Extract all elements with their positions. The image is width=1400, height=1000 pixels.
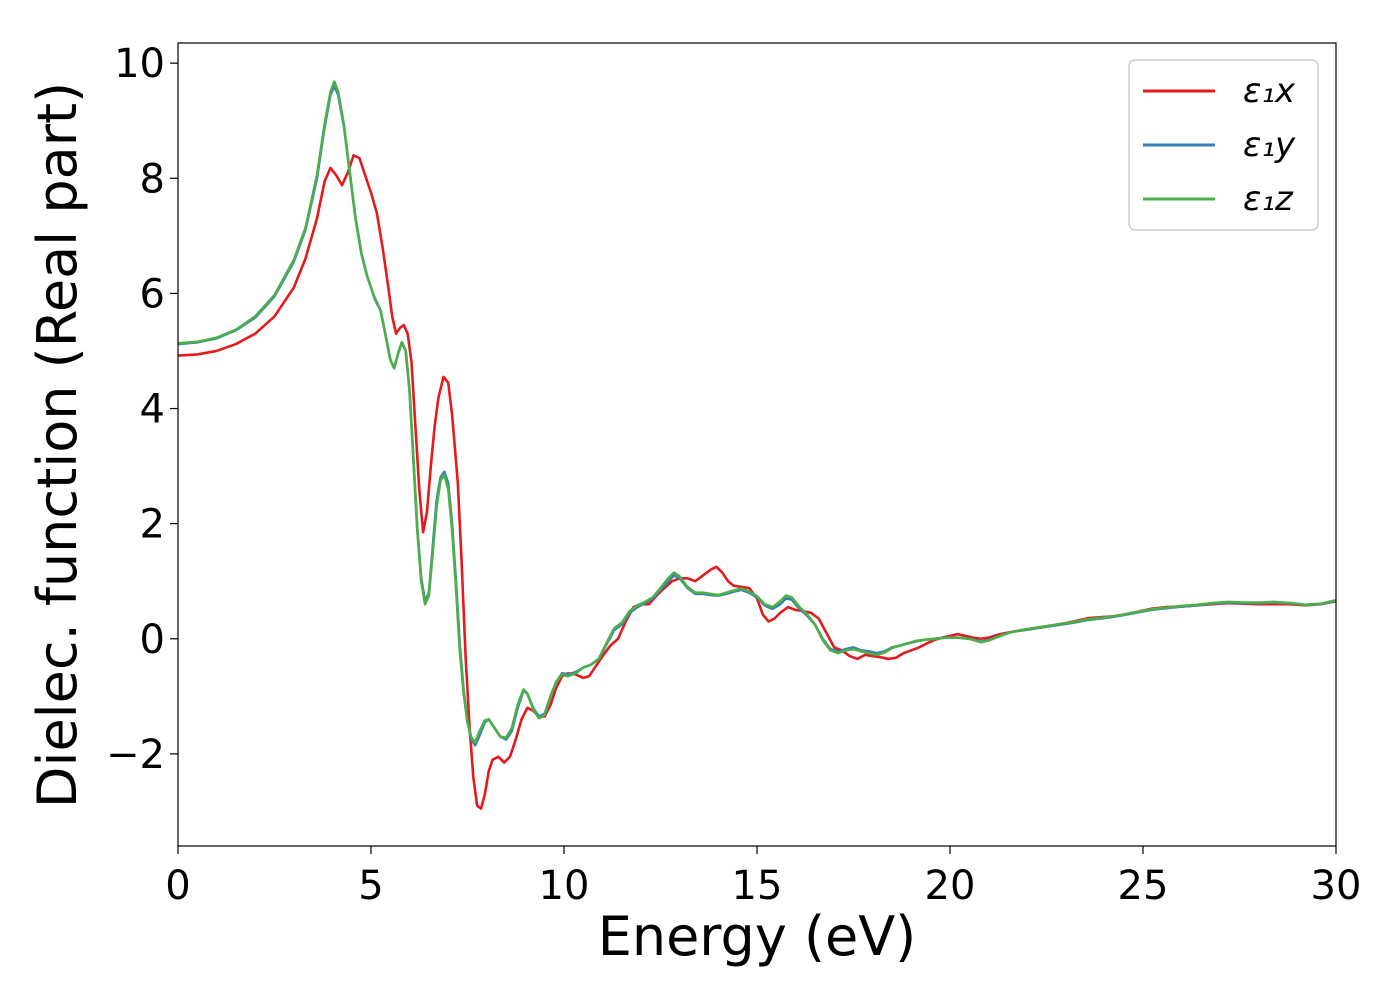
y-tick-label: 4	[140, 387, 165, 433]
x-tick-label: 10	[539, 863, 590, 909]
y-tick-label: 2	[140, 502, 165, 548]
y-tick-label: 8	[140, 156, 165, 202]
y-axis-title: Dielec. function (Real part)	[26, 82, 89, 808]
y-tick-label: −2	[106, 732, 165, 778]
legend-box	[1128, 59, 1319, 231]
series-line-3	[178, 80, 1336, 744]
legend-label: ε₁x	[1243, 71, 1296, 111]
legend-label: ε₁z	[1243, 179, 1294, 219]
x-axis-title: Energy (eV)	[598, 905, 917, 968]
x-tick-label: 20	[925, 863, 976, 909]
legend-label: ε₁y	[1243, 125, 1296, 165]
x-axis: 0 5 10 15 20 25 30	[165, 846, 1361, 909]
y-tick-label: 10	[114, 41, 165, 87]
x-tick-label: 0	[165, 863, 190, 909]
legend: ε₁x ε₁y ε₁z	[1128, 59, 1319, 231]
y-tick-label: 0	[140, 617, 165, 663]
x-tick-label: 30	[1311, 863, 1362, 909]
x-tick-label: 15	[732, 863, 783, 909]
y-tick-label: 6	[140, 271, 165, 317]
series-layer	[178, 80, 1336, 810]
x-tick-label: 5	[358, 863, 383, 909]
y-axis: −2 0 2 4 6 8 10	[106, 41, 178, 778]
x-tick-label: 25	[1118, 863, 1169, 909]
